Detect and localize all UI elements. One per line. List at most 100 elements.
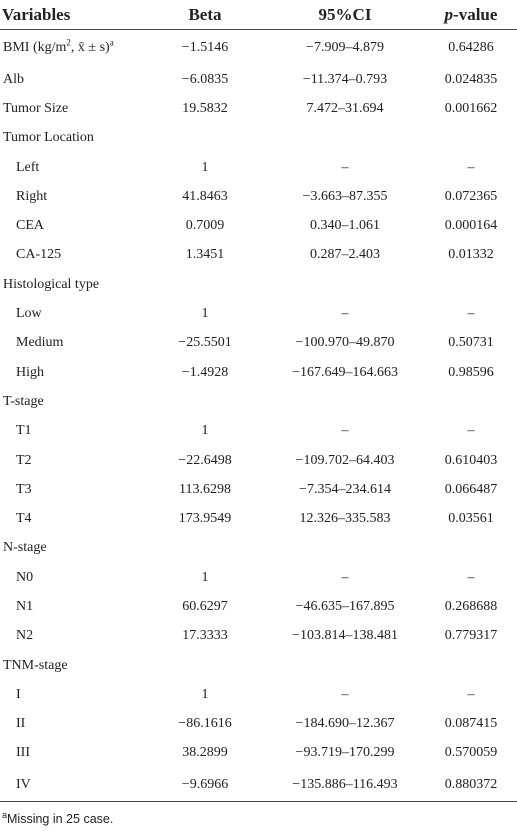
header-italic: p	[444, 4, 454, 24]
value-cell: –	[467, 159, 475, 175]
footnote: aMissing in 25 case.	[0, 809, 517, 826]
value-cell: –	[341, 306, 349, 322]
value-cell: 1	[201, 423, 209, 439]
value-cell: 0.880372	[425, 768, 517, 803]
variable-cell: T3	[16, 481, 32, 497]
value-cell: 0.50731	[448, 335, 494, 351]
value-cell: −135.886–116.493	[265, 768, 425, 803]
empty-cell	[425, 124, 517, 153]
value-cell: 0.98596	[448, 364, 494, 380]
table-row: Right 41.8463 −3.663–87.355 0.072365	[0, 182, 517, 211]
value-cell: 0.087415	[444, 716, 498, 732]
variable-cell: Alb	[3, 71, 24, 87]
value-cell: 1	[201, 569, 209, 585]
header-text: -value	[453, 4, 498, 24]
header-cell: p-value	[425, 0, 517, 30]
value-cell: −7.354–234.614	[299, 481, 391, 497]
empty-cell	[265, 270, 425, 299]
variable-cell: T4	[16, 511, 32, 527]
variable-cell: II	[16, 716, 26, 732]
value-cell: 1.3451	[185, 247, 225, 263]
value-cell: −109.702–64.403	[295, 452, 395, 468]
variable-cell: TNM-stage	[3, 657, 68, 673]
table-row: Left 1 – –	[0, 153, 517, 182]
table-row: T-stage	[0, 387, 517, 416]
value-cell: 0.072365	[444, 188, 498, 204]
variable-cell: IV	[0, 768, 145, 803]
variable-cell: Medium	[16, 335, 64, 351]
value-cell: −93.719–170.299	[295, 745, 395, 761]
variable-cell: N1	[16, 598, 34, 614]
empty-cell	[425, 270, 517, 299]
variable-cell: Tumor Location	[3, 130, 94, 146]
value-cell: 17.3333	[182, 628, 228, 644]
value-cell: −9.6966	[145, 768, 265, 803]
table-row: N-stage	[0, 534, 517, 563]
value-cell: 1	[201, 306, 209, 322]
table-row: N1 60.6297 −46.635–167.895 0.268688	[0, 592, 517, 621]
table-row: N2 17.3333 −103.814–138.481 0.779317	[0, 622, 517, 651]
variable-cell: III	[16, 745, 30, 761]
value-cell: 38.2899	[182, 745, 228, 761]
value-cell: −100.970–49.870	[295, 335, 395, 351]
variable-cell: N-stage	[3, 540, 47, 556]
table-row: CEA 0.7009 0.340–1.061 0.000164	[0, 211, 517, 240]
value-cell: 0.779317	[444, 628, 498, 644]
table-row: Tumor Size 19.5832 7.472–31.694 0.001662	[0, 94, 517, 123]
value-cell: −11.374–0.793	[302, 71, 388, 87]
variable-cell: CA-125	[16, 247, 62, 263]
value-cell: −184.690–12.367	[295, 716, 395, 732]
empty-cell	[265, 387, 425, 416]
value-cell: 12.326–335.583	[299, 511, 391, 527]
variable-cell: Right	[16, 188, 48, 204]
value-cell: −22.6498	[178, 452, 232, 468]
variable-cell: N2	[16, 628, 34, 644]
empty-cell	[145, 387, 265, 416]
empty-cell	[425, 534, 517, 563]
table-row: Alb −6.0835 −11.374–0.793 0.024835	[0, 65, 517, 94]
value-cell: –	[341, 686, 349, 702]
value-cell: –	[341, 569, 349, 585]
value-cell: –	[467, 686, 475, 702]
value-cell: 0.01332	[448, 247, 494, 263]
label-note: a	[109, 36, 114, 47]
variable-cell: High	[16, 364, 44, 380]
table-row: T1 1 – –	[0, 417, 517, 446]
variable-cell: N0	[16, 569, 34, 585]
empty-cell	[145, 534, 265, 563]
table-row: N0 1 – –	[0, 563, 517, 592]
table-row: BMI (kg/m2, x̄ ± s)a −1.5146 −7.909–4.879 0…	[0, 30, 517, 66]
label-text: , x̄ ± s)	[70, 39, 110, 55]
table-row: Medium −25.5501 −100.970–49.870 0.50731	[0, 329, 517, 358]
value-cell: −3.663–87.355	[302, 188, 388, 204]
header-cell: Variables	[0, 0, 145, 30]
empty-cell	[145, 651, 265, 680]
value-cell: 0.001662	[444, 100, 498, 116]
value-cell: 1	[201, 686, 209, 702]
value-cell: 113.6298	[179, 481, 231, 497]
footnote-mark: a	[2, 809, 8, 820]
value-cell: 0.610403	[444, 452, 498, 468]
value-cell: −7.909–4.879	[306, 39, 384, 55]
header-cell: 95%CI	[265, 0, 425, 30]
header-cell: Beta	[145, 0, 265, 30]
label-text: BMI (kg/m	[3, 39, 67, 55]
value-cell: 19.5832	[182, 100, 228, 116]
value-cell: 0.64286	[448, 39, 494, 55]
value-cell: 0.024835	[444, 71, 498, 87]
table-row: Histological type	[0, 270, 517, 299]
value-cell: −167.649–164.663	[292, 364, 398, 380]
value-cell: −1.4928	[181, 364, 229, 380]
results-table: Variables Beta 95%CI p-value BMI (kg/m2,…	[0, 0, 517, 803]
value-cell: –	[341, 423, 349, 439]
variable-cell: Low	[16, 306, 42, 322]
value-cell: 0.03561	[448, 511, 494, 527]
empty-cell	[265, 124, 425, 153]
table-row: T2 −22.6498 −109.702–64.403 0.610403	[0, 446, 517, 475]
empty-cell	[145, 270, 265, 299]
table-row: TNM-stage	[0, 651, 517, 680]
variable-cell: T1	[16, 423, 32, 439]
value-cell: −46.635–167.895	[295, 598, 395, 614]
value-cell: 0.340–1.061	[310, 218, 380, 234]
variable-cell: CEA	[16, 218, 44, 234]
